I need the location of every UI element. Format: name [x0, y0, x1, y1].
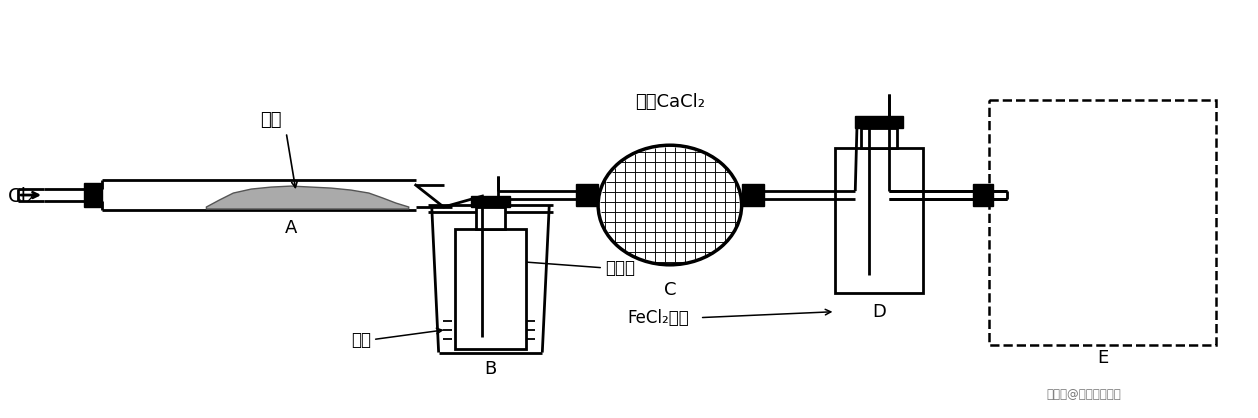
Text: 收集器: 收集器: [605, 259, 635, 277]
Bar: [84, 183, 102, 207]
Bar: [576, 184, 598, 206]
Bar: [742, 184, 764, 206]
Bar: [835, 148, 923, 293]
Bar: [476, 207, 506, 229]
Text: A: A: [286, 219, 297, 237]
Text: E: E: [1097, 349, 1108, 367]
Text: FeCl₂溶液: FeCl₂溶液: [626, 308, 689, 326]
Text: D: D: [872, 303, 886, 321]
Text: 铁屑: 铁屑: [260, 111, 282, 129]
Bar: [454, 229, 526, 349]
Text: C: C: [664, 281, 676, 299]
Text: 冷水: 冷水: [351, 331, 371, 349]
Bar: [470, 196, 511, 207]
Bar: [862, 128, 897, 148]
Text: 搜狐号@学成高考学校: 搜狐号@学成高考学校: [1047, 388, 1121, 401]
Polygon shape: [206, 186, 409, 209]
Ellipse shape: [598, 145, 742, 265]
Text: 无水CaCl₂: 无水CaCl₂: [635, 93, 704, 111]
Bar: [989, 100, 1216, 344]
Bar: [972, 184, 993, 206]
Text: Cl₂: Cl₂: [8, 186, 35, 206]
Text: B: B: [484, 360, 497, 378]
Bar: [855, 116, 903, 128]
